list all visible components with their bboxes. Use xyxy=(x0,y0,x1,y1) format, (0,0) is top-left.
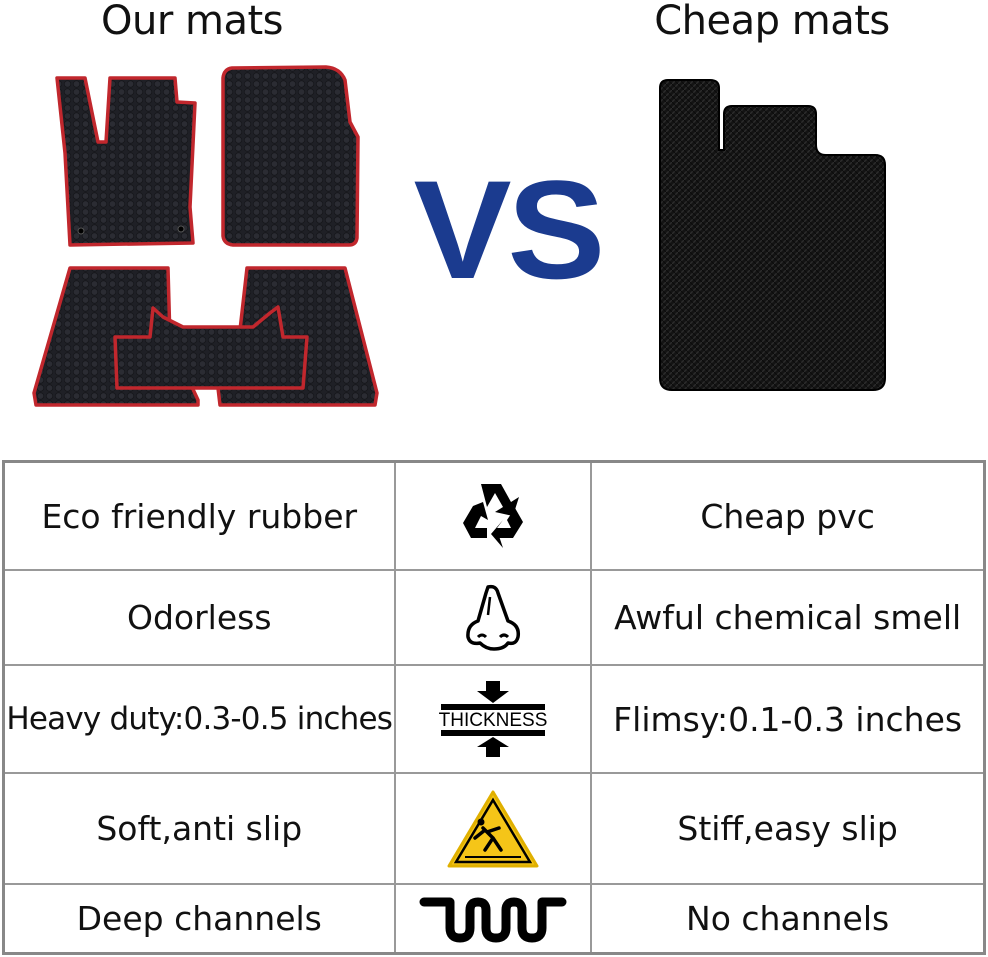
cheap-mat xyxy=(659,79,886,391)
comparison-table: Eco friendly rubber Cheap pvc Odorless A… xyxy=(2,460,986,955)
thickness-icon: THICKNESS xyxy=(439,681,548,758)
our-mats-title: Our mats xyxy=(101,0,284,44)
cheap-feature: No channels xyxy=(590,883,986,955)
table-row: Eco friendly rubber Cheap pvc xyxy=(2,460,986,572)
table-row: Heavy duty:0.3-0.5 inches THICKNESS Flim… xyxy=(2,664,986,775)
table-row: Soft,anti slip Stiff,easy slip xyxy=(2,772,986,886)
passenger-mat xyxy=(221,65,360,247)
channels-icon xyxy=(419,897,567,943)
mat-images xyxy=(32,65,886,407)
nose-icon xyxy=(466,584,520,651)
our-feature: Eco friendly rubber xyxy=(2,460,396,572)
icon-cell: THICKNESS xyxy=(393,664,593,775)
icon-cell xyxy=(393,460,593,572)
icon-cell xyxy=(393,772,593,886)
cheap-feature: Cheap pvc xyxy=(590,460,986,572)
our-mats-set xyxy=(32,65,379,407)
driver-mat xyxy=(55,76,197,247)
our-feature: Odorless xyxy=(2,569,396,667)
cheap-feature: Awful chemical smell xyxy=(590,569,986,667)
cheap-feature: Flimsy:0.1-0.3 inches xyxy=(590,664,986,775)
table-row: Deep channels No channels xyxy=(2,883,986,955)
our-feature: Deep channels xyxy=(2,883,396,955)
icon-cell xyxy=(393,569,593,667)
vs-label: VS xyxy=(413,151,606,308)
our-feature: Heavy duty:0.3-0.5 inches xyxy=(2,664,396,775)
table-row: Odorless Awful chemical smell xyxy=(2,569,986,667)
cheap-mats-title: Cheap mats xyxy=(654,0,890,44)
svg-text:THICKNESS: THICKNESS xyxy=(439,710,548,731)
recycle-icon xyxy=(462,484,523,549)
icon-cell xyxy=(393,883,593,955)
cheap-feature: Stiff,easy slip xyxy=(590,772,986,886)
rear-center-mat xyxy=(113,305,309,390)
slip-warning-icon xyxy=(447,790,539,868)
our-feature: Soft,anti slip xyxy=(2,772,396,886)
